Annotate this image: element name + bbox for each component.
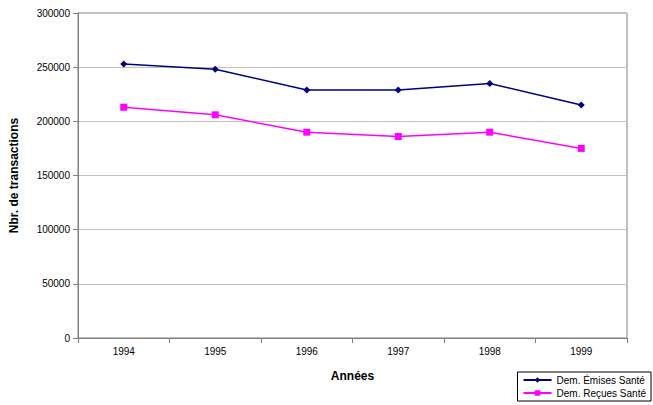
svg-text:1995: 1995: [204, 346, 227, 357]
svg-text:1994: 1994: [113, 346, 136, 357]
svg-text:1997: 1997: [387, 346, 410, 357]
svg-text:50000: 50000: [42, 278, 70, 289]
svg-text:250000: 250000: [37, 62, 71, 73]
svg-text:300000: 300000: [37, 8, 71, 19]
svg-text:0: 0: [64, 333, 70, 344]
svg-text:1998: 1998: [479, 346, 502, 357]
svg-text:100000: 100000: [37, 224, 71, 235]
svg-text:200000: 200000: [37, 116, 71, 127]
svg-text:Dem. Émises Santé: Dem. Émises Santé: [557, 374, 646, 386]
svg-text:Nbr. de transactions: Nbr. de transactions: [7, 117, 21, 233]
svg-text:150000: 150000: [37, 170, 71, 181]
svg-text:1996: 1996: [296, 346, 319, 357]
svg-text:1999: 1999: [570, 346, 593, 357]
svg-text:Dem. Reçues Santé: Dem. Reçues Santé: [557, 388, 647, 399]
svg-text:Années: Années: [331, 369, 375, 383]
